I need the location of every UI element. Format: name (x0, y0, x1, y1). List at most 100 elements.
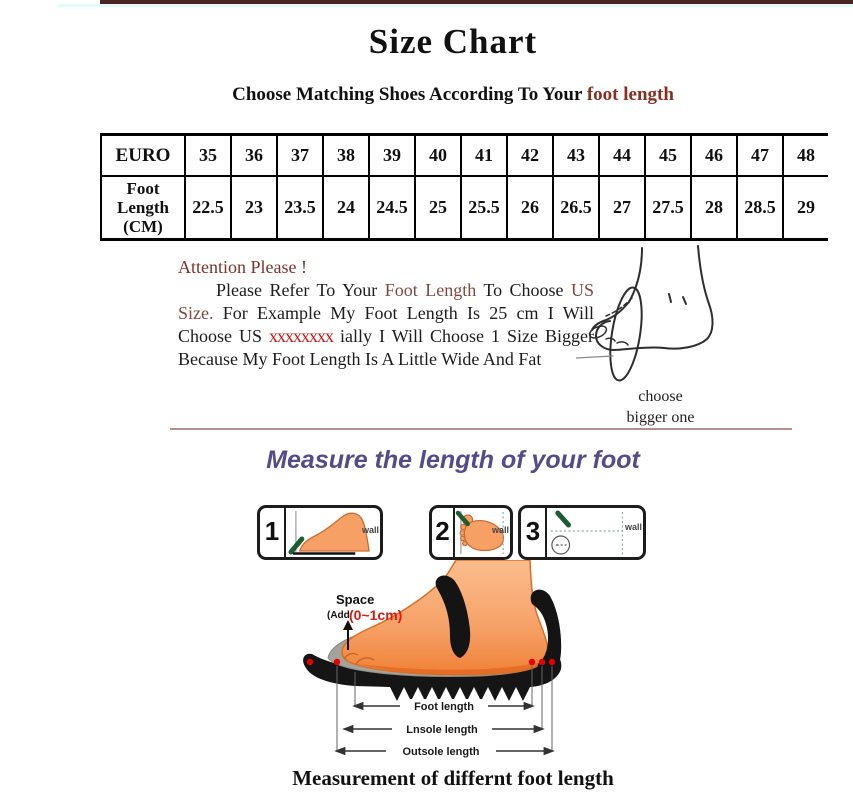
footlength-value: 25 (414, 175, 462, 241)
foot-shape (341, 560, 549, 676)
pencil-icon (288, 536, 305, 555)
endpoint-dot (528, 658, 536, 666)
euro-header: EURO (100, 133, 186, 177)
attention-block: Attention Please ! Please Refer To Your … (178, 256, 594, 371)
footprint-sole (463, 520, 505, 552)
attention-censored: xxxxxxxx (269, 326, 334, 346)
euro-size: 42 (506, 133, 554, 177)
footlength-value: 23.5 (276, 175, 324, 241)
footlength-value: 24.5 (368, 175, 416, 241)
footlength-value: 27 (598, 175, 646, 241)
foot-side-icon (299, 512, 370, 552)
step-number: 3 (521, 508, 547, 557)
add-label: (Add (327, 610, 350, 621)
euro-size: 48 (782, 133, 828, 177)
subtitle-highlight: foot length (586, 84, 674, 105)
footlength-value: 28 (690, 175, 738, 241)
sketch-leader-line (576, 355, 614, 359)
size-table: EURO 35 36 37 38 39 40 41 42 43 44 45 46… (100, 133, 828, 241)
footer-caption: Measurement of differnt foot length (292, 766, 614, 790)
step-3-illustration: wall (547, 508, 643, 557)
footlength-value: 27.5 (644, 175, 692, 241)
choose-bigger-caption: choose bigger one (598, 386, 723, 428)
attention-title: Attention Please ! (178, 257, 307, 277)
euro-size: 38 (322, 133, 370, 177)
footlength-value: 24 (322, 175, 370, 241)
euro-size: 43 (552, 133, 600, 177)
endpoint-dot (333, 658, 341, 666)
attention-foot-length: Foot Length (384, 280, 477, 300)
footlength-value: 26 (506, 175, 554, 241)
footlength-value: 23 (230, 175, 278, 241)
toe-crease (343, 653, 375, 665)
step-2-illustration: wall (455, 508, 510, 557)
foot-sketch-drawing (576, 245, 714, 382)
choose-caption-line: choose (638, 388, 683, 405)
footlength-header-line: Foot (126, 179, 160, 198)
endpoint-dot (538, 658, 546, 666)
euro-size: 41 (460, 133, 508, 177)
step-number: 1 (260, 508, 286, 557)
attention-text: To Choose (476, 280, 571, 300)
table-row-footlength: Foot Length (CM) 22.5 23 23.5 24 24.5 25… (100, 175, 828, 241)
sketch-measure-ellipse (609, 286, 643, 382)
sketch-foot-outline (594, 245, 714, 352)
sketch-toe-bumps (605, 337, 629, 346)
insole-length-label: Lnsole length (406, 724, 478, 736)
sketch-instep (591, 301, 630, 331)
sketch-ankle-ticks (668, 293, 687, 305)
euro-size: 44 (598, 133, 646, 177)
euro-size: 35 (184, 133, 232, 177)
foot-shade (360, 662, 540, 675)
footlength-value: 25.5 (460, 175, 508, 241)
attention-text: Please Refer To Your (216, 280, 385, 300)
step-1-drawing (288, 511, 370, 555)
space-arrowhead (343, 620, 353, 630)
footlength-header-line: (CM) (123, 217, 163, 236)
attention-text: For Example My Foot Length Is 25 cm I Wi… (178, 303, 594, 346)
add-value: (0~1cm) (349, 607, 402, 623)
euro-size: 40 (414, 133, 462, 177)
cm-circle (551, 535, 571, 555)
footlength-header: Foot Length (CM) (100, 175, 186, 241)
table-row-euro: EURO 35 36 37 38 39 40 41 42 43 44 45 46… (100, 133, 828, 177)
choose-caption-line: bigger one (626, 409, 695, 426)
footlength-value: 29 (782, 175, 828, 241)
wall-label: wall (361, 525, 379, 535)
step-panel-3: 3 wall (518, 505, 646, 560)
footlength-value: 22.5 (184, 175, 232, 241)
step-2-drawing (455, 510, 505, 554)
measurement-diagram: Space (Add (0~1cm) Foot (303, 560, 562, 758)
top-accent-line (58, 4, 853, 7)
pencil-icon (555, 510, 571, 528)
heel-strap-shape (530, 589, 562, 678)
footlength-value: 28.5 (736, 175, 784, 241)
page-title: Size Chart (368, 22, 538, 61)
foot-length-label: Foot length (414, 701, 474, 713)
measure-heading: Measure the length of your foot (266, 446, 640, 474)
step-panel-1: 1 wall (257, 505, 383, 560)
attention-text: ially I Will Choose 1 Size Bigger Becaus… (178, 326, 594, 369)
subtitle-text: Choose Matching Shoes According To Your (232, 84, 587, 105)
outsole-length-label: Outsole length (403, 746, 480, 758)
attention-paragraph: Please Refer To Your Foot Length To Choo… (178, 279, 594, 371)
euro-size: 46 (690, 133, 738, 177)
step-1-illustration: wall (286, 508, 380, 557)
step-3-drawing (550, 510, 624, 555)
step-panel-2: 2 wall (429, 505, 513, 560)
euro-size: 45 (644, 133, 692, 177)
endpoint-dot (548, 658, 556, 666)
footlength-value: 26.5 (552, 175, 600, 241)
footlength-header-line: Length (117, 198, 169, 217)
page-subtitle: Choose Matching Shoes According To Your … (53, 84, 853, 106)
euro-size: 39 (368, 133, 416, 177)
wall-label: wall (491, 525, 509, 535)
top-accent-bar (100, 0, 853, 4)
pencil-icon (455, 510, 470, 527)
step-number: 2 (432, 508, 455, 557)
sketch-toe-circle (588, 325, 608, 339)
section-divider (170, 428, 792, 430)
euro-size: 37 (276, 133, 324, 177)
front-strap-shape (435, 575, 471, 658)
